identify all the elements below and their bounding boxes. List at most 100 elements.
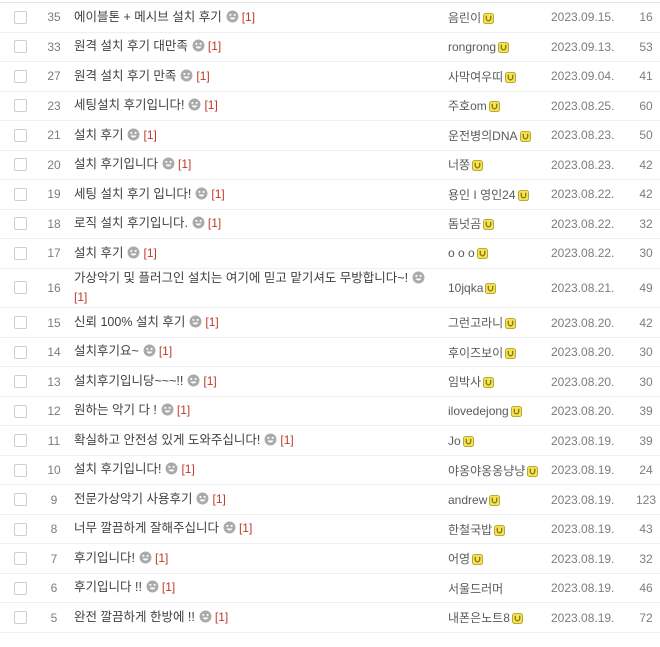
post-title-link[interactable]: 신뢰 100% 설치 후기 xyxy=(74,314,186,329)
post-title-link[interactable]: 전문가상악기 사용후기 xyxy=(74,491,193,506)
author-cell: 너쫑 xyxy=(444,156,548,173)
comment-count-link[interactable]: [1] xyxy=(204,98,218,113)
comment-count-link[interactable]: [1] xyxy=(241,9,256,24)
comment-count-link[interactable]: [1] xyxy=(207,216,222,231)
row-checkbox[interactable] xyxy=(14,246,27,260)
smiley-emoticon-icon xyxy=(197,492,209,505)
comment-count-link[interactable]: [1] xyxy=(176,403,191,418)
post-title-link[interactable]: 후기입니다! xyxy=(74,550,135,565)
row-checkbox[interactable] xyxy=(14,158,27,172)
post-author-link[interactable]: 용인 I 영인24 xyxy=(448,187,516,202)
post-number: 9 xyxy=(50,492,58,507)
post-author-link[interactable]: 돔넛곰 xyxy=(448,217,482,232)
post-author-link[interactable]: 임박사 xyxy=(448,375,482,389)
post-title-link[interactable]: 로직 설치 후기입니다. xyxy=(74,216,188,231)
row-checkbox[interactable] xyxy=(14,40,27,54)
post-author-link[interactable]: 후이즈보이 xyxy=(448,345,504,360)
comment-count-link[interactable]: [1] xyxy=(196,68,210,83)
comment-count-link[interactable]: [1] xyxy=(74,289,88,304)
post-author-link[interactable]: ilovedejong xyxy=(448,404,509,418)
checkbox-cell xyxy=(0,128,41,142)
comment-count-link[interactable]: [1] xyxy=(214,609,229,624)
post-number: 33 xyxy=(47,39,61,54)
row-checkbox[interactable] xyxy=(14,522,27,536)
row-checkbox[interactable] xyxy=(14,316,27,329)
comment-count-link[interactable]: [1] xyxy=(280,432,294,447)
comment-count-link[interactable]: [1] xyxy=(177,157,192,172)
post-title-link[interactable]: 완전 깔끔하게 한방에 !! xyxy=(74,609,195,624)
row-checkbox[interactable] xyxy=(14,69,27,83)
title-cell: 너무 깔끔하게 잘해주십니다 [1] xyxy=(67,519,444,538)
post-title-link[interactable]: 세팅설치 후기입니다! xyxy=(74,98,185,113)
post-author-link[interactable]: 10jqka xyxy=(448,280,484,295)
comment-count-link[interactable]: [1] xyxy=(212,491,226,506)
smiley-emoticon-icon xyxy=(264,433,277,446)
row-checkbox[interactable] xyxy=(14,581,27,595)
comment-count-link[interactable]: [1] xyxy=(211,186,225,201)
row-checkbox[interactable] xyxy=(14,10,27,24)
post-title-link[interactable]: 설치후기입니당~~~!! xyxy=(74,373,184,388)
row-checkbox[interactable] xyxy=(14,493,27,506)
post-title-link[interactable]: 후기입니다 !! xyxy=(74,580,142,595)
post-author-link[interactable]: o o o xyxy=(448,246,475,261)
post-title-link[interactable]: 확실하고 안전성 있게 도와주십니다! xyxy=(74,432,261,447)
post-row: 10 설치 후기입니다! [1] 야옹야옹옹냥냥 2023.08.19. 24 xyxy=(0,455,660,486)
author-cell: 그런고라니 xyxy=(444,314,548,331)
post-date: 2023.08.19. xyxy=(551,522,615,536)
post-author-link[interactable]: 야옹야옹옹냥냥 xyxy=(448,463,526,478)
row-checkbox[interactable] xyxy=(14,128,27,142)
row-checkbox[interactable] xyxy=(14,281,27,295)
row-checkbox[interactable] xyxy=(14,404,27,418)
comment-count-link[interactable]: [1] xyxy=(181,462,195,477)
row-checkbox[interactable] xyxy=(14,99,27,113)
post-author-link[interactable]: andrew xyxy=(448,492,488,507)
comment-count-link[interactable]: [1] xyxy=(143,127,157,142)
post-author-link[interactable]: 너쫑 xyxy=(448,158,471,173)
post-author-link[interactable]: 음린이 xyxy=(448,10,482,25)
row-checkbox[interactable] xyxy=(14,611,27,624)
post-title-link[interactable]: 세팅 설치 후기 입니다! xyxy=(74,186,192,201)
smiley-emoticon-icon xyxy=(199,610,212,623)
post-author-link[interactable]: Jo xyxy=(448,433,461,448)
post-author-link[interactable]: 운전병의DNA xyxy=(448,128,518,143)
post-title-link[interactable]: 원격 설치 후기 대만족 xyxy=(74,39,188,54)
row-checkbox[interactable] xyxy=(14,217,27,231)
row-checkbox[interactable] xyxy=(14,552,27,565)
post-title-link[interactable]: 너무 깔끔하게 잘해주십니다 xyxy=(74,521,219,536)
post-title-link[interactable]: 에이블톤 + 메시브 설치 후기 xyxy=(74,9,222,24)
comment-count-link[interactable]: [1] xyxy=(203,373,217,388)
comment-count-link[interactable]: [1] xyxy=(161,580,176,595)
post-title-link[interactable]: 설치 후기입니다! xyxy=(74,462,162,477)
comment-count-link[interactable]: [1] xyxy=(158,344,173,359)
post-title-link[interactable]: 가상악기 및 플러그인 설치는 여기에 믿고 맡기셔도 무방합니다~! xyxy=(74,270,409,285)
post-number: 11 xyxy=(47,433,61,448)
post-author-link[interactable]: 주호om xyxy=(448,99,487,114)
comment-count-link[interactable]: [1] xyxy=(143,245,157,260)
post-author-link[interactable]: 그런고라니 xyxy=(448,316,504,330)
row-checkbox[interactable] xyxy=(14,434,27,447)
post-author-link[interactable]: 서울드러머 xyxy=(448,581,504,596)
comment-count-link[interactable]: [1] xyxy=(205,314,219,329)
post-title-link[interactable]: 원격 설치 후기 만족 xyxy=(74,68,177,83)
author-cell: rongrong xyxy=(444,40,548,54)
post-date: 2023.08.22. xyxy=(551,216,615,231)
post-author-link[interactable]: 내폰은노트8 xyxy=(448,611,510,625)
post-title-link[interactable]: 설치 후기 xyxy=(74,245,124,260)
comment-count-link[interactable]: [1] xyxy=(207,39,222,54)
smiley-emoticon-icon xyxy=(139,551,152,564)
post-title-link[interactable]: 원하는 악기 다 ! xyxy=(74,403,157,418)
comment-count-link[interactable]: [1] xyxy=(154,550,169,565)
post-title-link[interactable]: 설치 후기 xyxy=(74,127,124,142)
post-title-link[interactable]: 설치후기요~ xyxy=(74,344,139,359)
post-title-link[interactable]: 설치 후기입니다 xyxy=(74,157,158,172)
post-author-link[interactable]: 어영 xyxy=(448,552,471,566)
post-author-link[interactable]: rongrong xyxy=(448,39,497,54)
comment-count-link[interactable]: [1] xyxy=(238,521,253,536)
row-checkbox[interactable] xyxy=(14,375,27,388)
row-checkbox[interactable] xyxy=(14,463,27,477)
post-author-link[interactable]: 사막여우띠 xyxy=(448,69,504,84)
post-author-link[interactable]: 한철국밥 xyxy=(448,522,493,537)
row-checkbox[interactable] xyxy=(14,187,27,201)
post-date: 2023.08.22. xyxy=(551,187,615,202)
row-checkbox[interactable] xyxy=(14,345,27,359)
